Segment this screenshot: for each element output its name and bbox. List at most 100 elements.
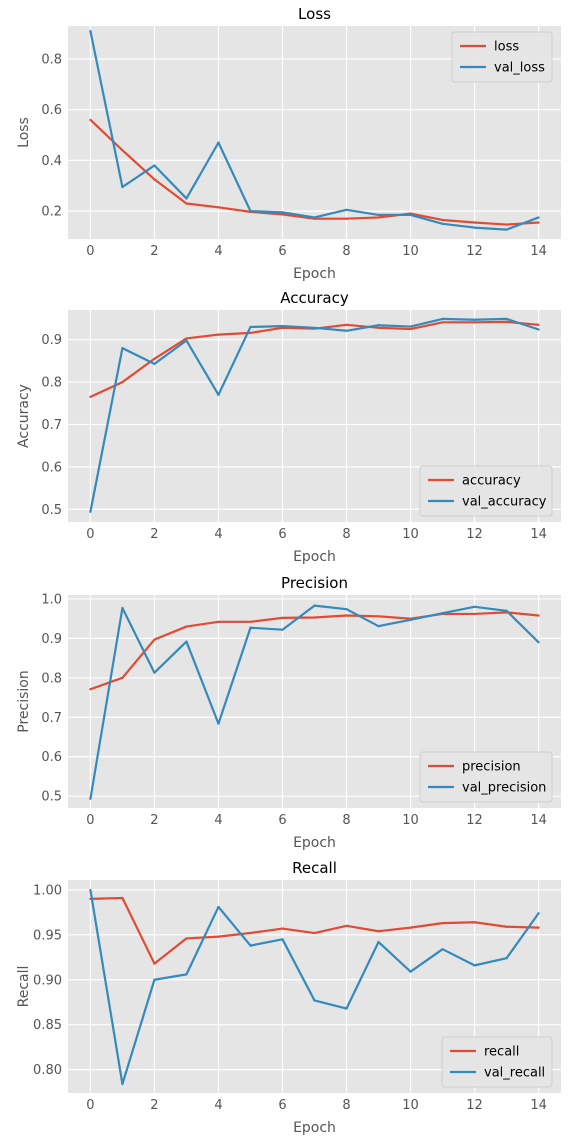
recall-recall-point xyxy=(217,935,220,938)
precision-val_precision-point xyxy=(441,612,444,615)
recall-x-tick-label: 0 xyxy=(86,1098,94,1113)
precision-x-tick-label: 14 xyxy=(530,813,547,828)
recall-val_recall-point xyxy=(313,999,316,1002)
precision-val_precision-point xyxy=(153,671,156,674)
precision-x-tick-label: 4 xyxy=(214,813,222,828)
accuracy-x-axis-label: Epoch xyxy=(293,549,336,565)
loss-loss-point xyxy=(441,218,444,222)
precision-val_precision-point xyxy=(185,640,188,643)
loss-legend-label-loss: loss xyxy=(494,40,519,55)
loss-loss-point xyxy=(281,213,284,216)
precision-precision-point xyxy=(121,676,124,679)
recall-val_recall-point xyxy=(473,964,476,967)
recall-val_recall-point xyxy=(505,957,508,960)
precision-x-tick-label: 2 xyxy=(150,813,158,828)
recall-val_recall-point xyxy=(441,948,444,951)
accuracy-accuracy-point xyxy=(377,326,380,329)
accuracy-y-tick-label: 0.6 xyxy=(41,460,62,475)
loss-loss-point xyxy=(185,202,188,205)
accuracy-accuracy-point xyxy=(281,326,284,329)
loss-val_loss-point xyxy=(217,141,220,144)
precision-val_precision-point xyxy=(313,604,316,607)
loss-y-tick-label: 0.6 xyxy=(41,103,62,118)
accuracy-legend-box xyxy=(419,465,553,517)
loss-loss-point xyxy=(217,206,220,209)
accuracy-val_accuracy-point xyxy=(121,347,124,350)
loss-val_loss-point xyxy=(153,164,156,167)
accuracy-accuracy-point xyxy=(441,321,444,324)
precision-val_precision-point xyxy=(377,625,380,628)
recall-val_recall-point xyxy=(281,938,284,941)
precision-val_precision-point xyxy=(217,722,220,725)
accuracy-val_accuracy-point xyxy=(153,362,156,365)
recall-x-tick-label: 6 xyxy=(278,1098,286,1113)
precision-val_precision-point xyxy=(505,609,508,612)
recall-y-tick-label: 0.85 xyxy=(33,1018,62,1033)
recall-x-tick-label: 8 xyxy=(342,1098,350,1113)
precision-precision-point xyxy=(313,616,316,619)
loss-loss-point xyxy=(89,118,92,121)
accuracy-val_accuracy-point xyxy=(473,318,476,321)
precision-y-tick-label: 0.9 xyxy=(41,632,62,647)
loss-x-tick-label: 12 xyxy=(466,244,483,259)
precision-y-tick-label: 0.7 xyxy=(41,711,62,726)
loss-y-tick-label: 0.8 xyxy=(41,52,62,67)
loss-loss-point xyxy=(505,223,508,226)
accuracy-legend-label-accuracy: accuracy xyxy=(462,474,521,489)
precision-x-tick-label: 0 xyxy=(86,813,94,828)
recall-x-tick-label: 2 xyxy=(150,1098,158,1113)
accuracy-accuracy-point xyxy=(89,395,92,399)
recall-recall-point xyxy=(153,962,156,965)
precision-y-tick-label: 1.0 xyxy=(41,592,62,607)
accuracy-x-tick-label: 4 xyxy=(214,527,222,542)
accuracy-y-tick-label: 0.5 xyxy=(41,503,62,518)
recall-legend-box xyxy=(441,1036,553,1088)
precision-legend-label-val_precision: val_precision xyxy=(462,781,546,796)
accuracy-y-tick-label: 0.8 xyxy=(41,376,62,391)
precision-y-tick-label: 0.5 xyxy=(41,790,62,805)
accuracy-val_accuracy-point xyxy=(313,326,316,329)
loss-val_loss-point xyxy=(121,185,124,189)
accuracy-val_accuracy-point xyxy=(409,325,412,328)
recall-val_recall-point xyxy=(377,940,380,944)
accuracy-x-tick-label: 2 xyxy=(150,527,158,542)
recall-y-axis-label: Recall xyxy=(16,966,32,1008)
loss-loss-point xyxy=(121,149,124,152)
accuracy-x-tick-label: 8 xyxy=(342,527,350,542)
precision-val_precision-point xyxy=(249,626,252,629)
accuracy-accuracy-point xyxy=(217,333,220,336)
accuracy-y-axis-label: Accuracy xyxy=(16,384,32,448)
recall-val_recall-point xyxy=(345,1007,348,1010)
accuracy-chart: 0 2 4 6 8 10 12 14 0.5 0.6 0.7 0.8 0.9 Accuracy Epoch A… xyxy=(16,289,561,565)
loss-val_loss-point xyxy=(409,213,412,217)
recall-recall-point xyxy=(249,931,252,935)
precision-y-axis-label: Precision xyxy=(16,670,32,732)
loss-val_loss-point xyxy=(185,197,188,200)
accuracy-x-tick-label: 0 xyxy=(86,527,94,542)
recall-x-tick-label: 14 xyxy=(530,1098,547,1113)
loss-loss-point xyxy=(537,221,540,224)
recall-x-tick-label: 4 xyxy=(214,1098,222,1113)
precision-x-axis-label: Epoch xyxy=(293,835,336,851)
recall-chart-title: Recall xyxy=(292,859,337,877)
recall-recall-point xyxy=(473,921,476,924)
loss-loss-point xyxy=(473,221,476,224)
accuracy-x-tick-label: 10 xyxy=(402,527,419,542)
loss-y-tick-label: 0.4 xyxy=(41,154,62,169)
recall-legend: recall val_recall xyxy=(441,1036,553,1088)
precision-y-tick-label: 0.6 xyxy=(41,750,62,765)
precision-precision-point xyxy=(217,620,220,623)
accuracy-val_accuracy-point xyxy=(89,510,92,513)
loss-val_loss-point xyxy=(89,29,92,33)
accuracy-y-tick-label: 0.7 xyxy=(41,418,62,433)
precision-x-tick-label: 6 xyxy=(278,813,286,828)
loss-legend: loss val_loss xyxy=(451,31,553,83)
accuracy-val_accuracy-point xyxy=(185,339,188,342)
loss-loss-point xyxy=(377,216,380,219)
loss-val_loss-point xyxy=(473,226,476,229)
recall-val_recall-point xyxy=(121,1082,124,1086)
recall-val_recall-point xyxy=(249,944,252,947)
loss-val_loss-point xyxy=(441,222,444,225)
precision-y-tick-label: 0.8 xyxy=(41,671,62,686)
